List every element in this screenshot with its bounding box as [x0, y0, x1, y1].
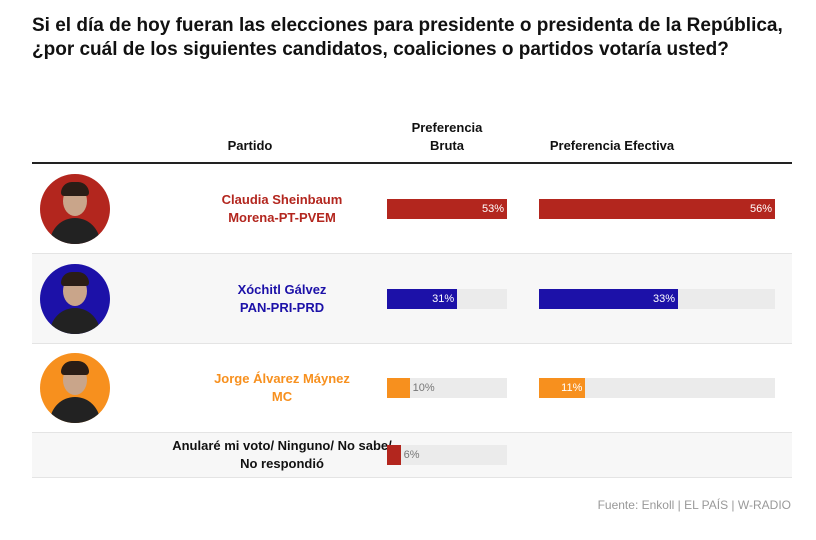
- photo-body: [50, 307, 100, 334]
- chart-title: Si el día de hoy fueran las elecciones p…: [32, 15, 783, 60]
- table-row: Claudia Sheinbaum Morena-PT-PVEM 53% 56%: [32, 164, 792, 254]
- table-row: Jorge Álvarez Máynez MC 10% 11%: [32, 344, 792, 433]
- subcategory-label: MC: [271, 389, 293, 404]
- value-label: 31%: [432, 292, 455, 305]
- header-rule: [32, 162, 792, 164]
- subcategory-label: PAN-PRI-PRD: [239, 299, 325, 315]
- bar: [387, 445, 401, 465]
- category-label: Xóchitl Gálvez: [237, 281, 327, 297]
- bar-track: 31%: [387, 288, 507, 309]
- bar-track: 6%: [387, 445, 507, 465]
- bar-track: 10%: [387, 378, 507, 398]
- bar: [387, 198, 507, 219]
- table-row: Anularé mi voto/ Ninguno/ No sabe/ No re…: [32, 433, 792, 478]
- legend-entry: Preferencia Efectiva: [549, 138, 675, 153]
- value-label: 33%: [653, 292, 676, 305]
- subcategory-label: Morena-PT-PVEM: [228, 209, 336, 225]
- photo-body: [50, 397, 100, 423]
- value-label: 10%: [412, 382, 435, 394]
- value-label: 56%: [749, 202, 772, 215]
- category-label: Jorge Álvarez Máynez: [214, 371, 350, 386]
- value-label: 11%: [561, 382, 583, 394]
- photo-body: [50, 217, 100, 244]
- source: Fuente: Enkoll | EL PAÍS | W-RADIO: [597, 498, 791, 512]
- photo-hair: [61, 181, 89, 196]
- category-label: Anularé mi voto/ Ninguno/ No sabe/ No re…: [172, 438, 392, 471]
- candidate-photo: [40, 263, 110, 334]
- value-label: 53%: [481, 202, 504, 215]
- photo-hair: [61, 361, 89, 375]
- candidate-photo: [40, 353, 110, 423]
- candidate-photo: [40, 173, 110, 244]
- column-header: Partido: [227, 138, 273, 153]
- value-label: 6%: [403, 449, 420, 461]
- table-row: Xóchitl Gálvez PAN-PRI-PRD 31% 33%: [32, 254, 792, 344]
- bar-track: 33%: [539, 288, 775, 309]
- category-label: Claudia Sheinbaum: [221, 191, 343, 207]
- bar: [539, 198, 775, 219]
- bar: [539, 288, 679, 309]
- photo-hair: [61, 271, 89, 286]
- bar: [387, 378, 410, 398]
- bar-track: 11%: [539, 378, 775, 398]
- bar: [539, 378, 586, 398]
- bar-track: 53%: [387, 198, 507, 219]
- bar-track: 56%: [539, 198, 775, 219]
- legend-entry: Preferencia Bruta: [411, 120, 483, 153]
- bar: [387, 288, 458, 309]
